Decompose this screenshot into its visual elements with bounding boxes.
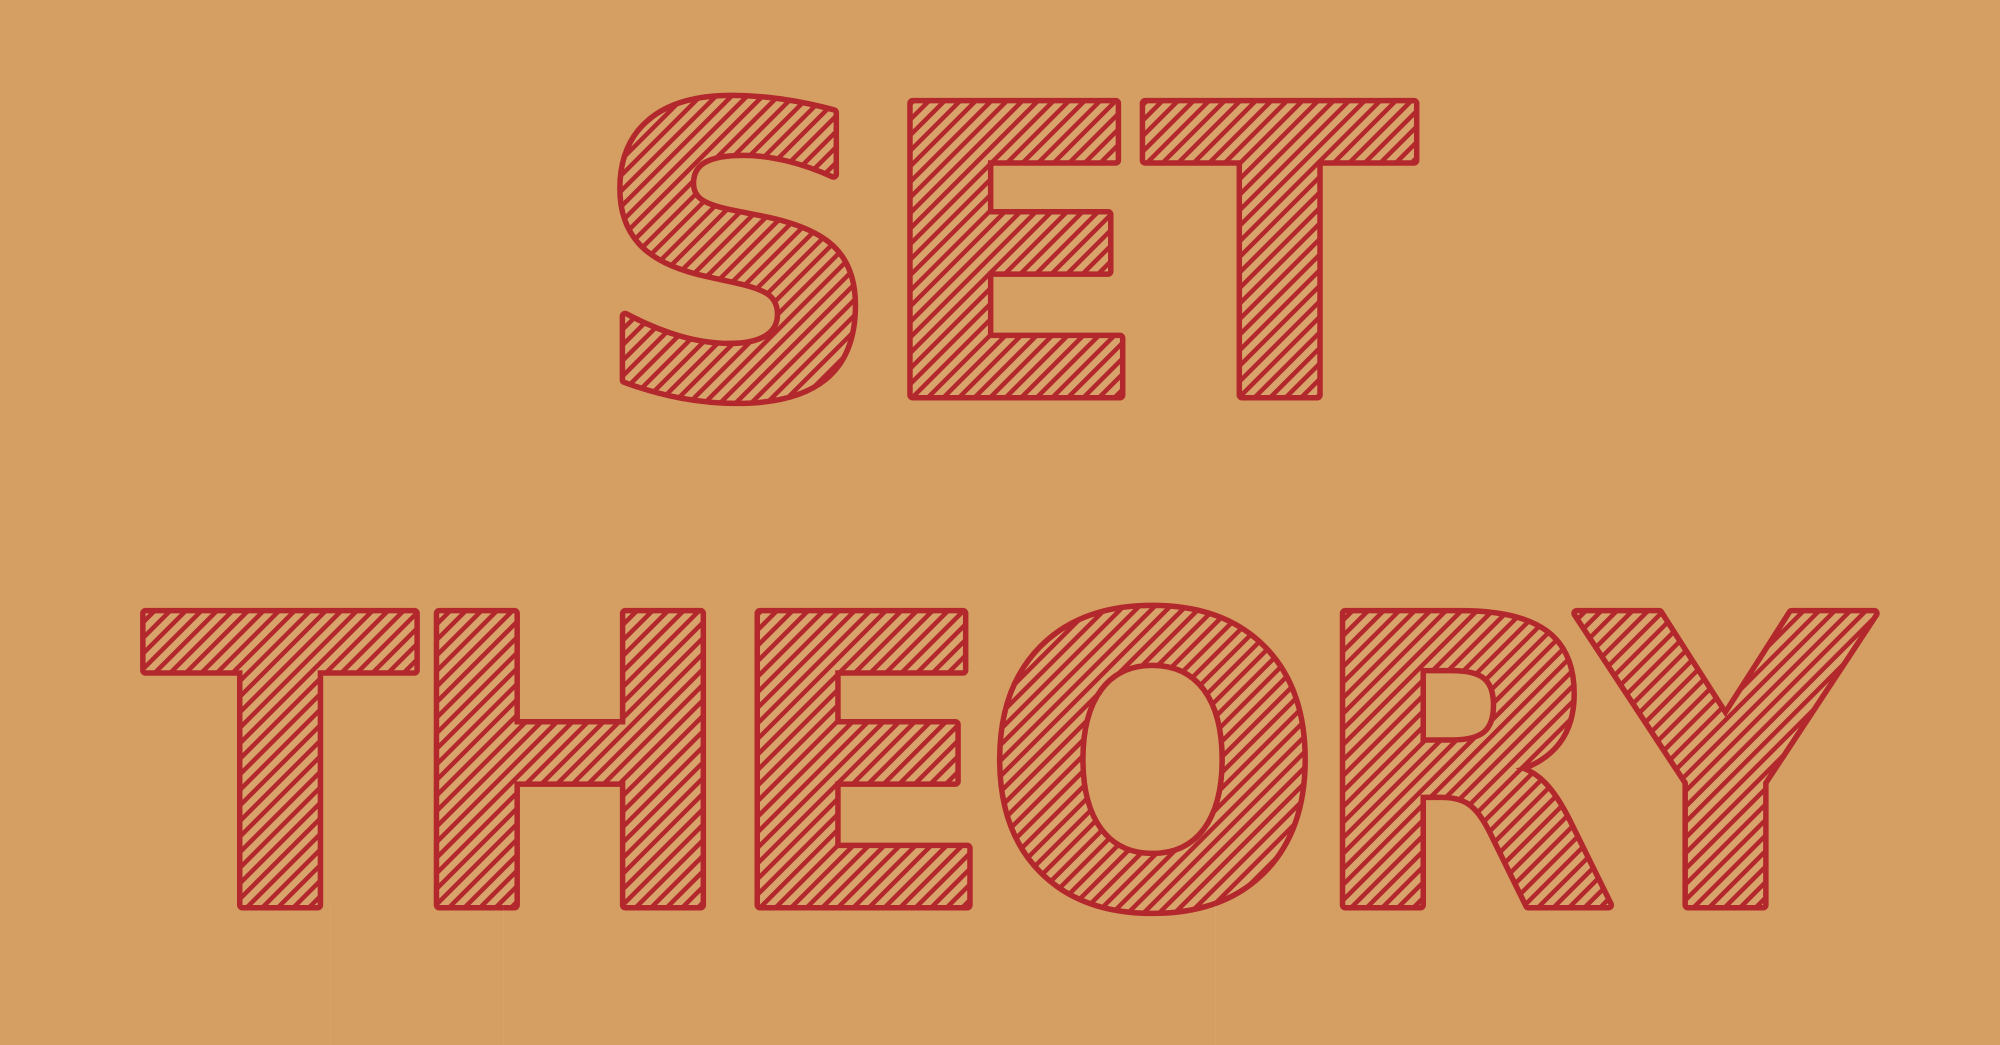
- title-line-theory: THEORY: [144, 535, 1875, 1000]
- background-streak: [1215, 905, 1216, 1045]
- title-line-set: SET: [594, 25, 1418, 490]
- background-streak: [330, 905, 331, 1045]
- background-streak: [503, 905, 504, 1045]
